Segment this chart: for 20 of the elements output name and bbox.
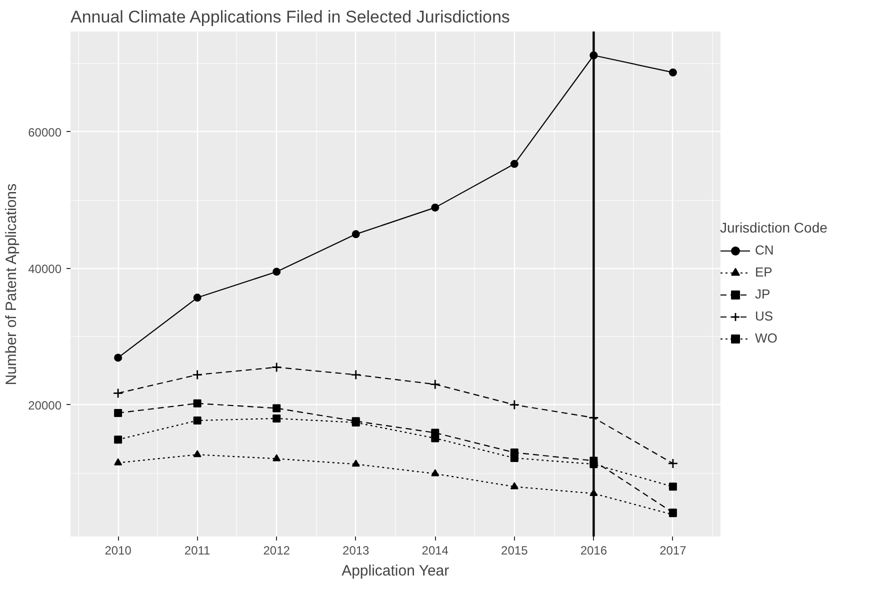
- y-tick-label: 40000: [28, 262, 62, 276]
- y-tick-label: 20000: [28, 398, 62, 412]
- x-tick-label: 2012: [263, 544, 290, 558]
- x-axis-title: Application Year: [342, 562, 450, 580]
- x-tick-label: 2011: [184, 544, 211, 558]
- legend-label: CN: [755, 242, 775, 258]
- legend-label: US: [755, 308, 774, 324]
- y-tick-label: 60000: [28, 125, 62, 140]
- x-tick-label: 2017: [660, 544, 687, 558]
- x-tick-label: 2016: [580, 544, 608, 558]
- legend-label: EP: [755, 264, 774, 280]
- x-tick-label: 2014: [422, 544, 449, 558]
- x-tick-label: 2010: [104, 544, 132, 558]
- chart-title: Annual Climate Applications Filed in Selected Jurisdictions: [70, 8, 510, 26]
- legend-label: JP: [755, 286, 772, 302]
- x-tick-label: 2015: [501, 544, 528, 558]
- y-axis-title: Number of Patent Applications: [3, 184, 20, 386]
- x-tick-label: 2013: [342, 544, 370, 558]
- legend-label: WO: [755, 330, 778, 346]
- legend-title: Jurisdiction Code: [720, 219, 828, 235]
